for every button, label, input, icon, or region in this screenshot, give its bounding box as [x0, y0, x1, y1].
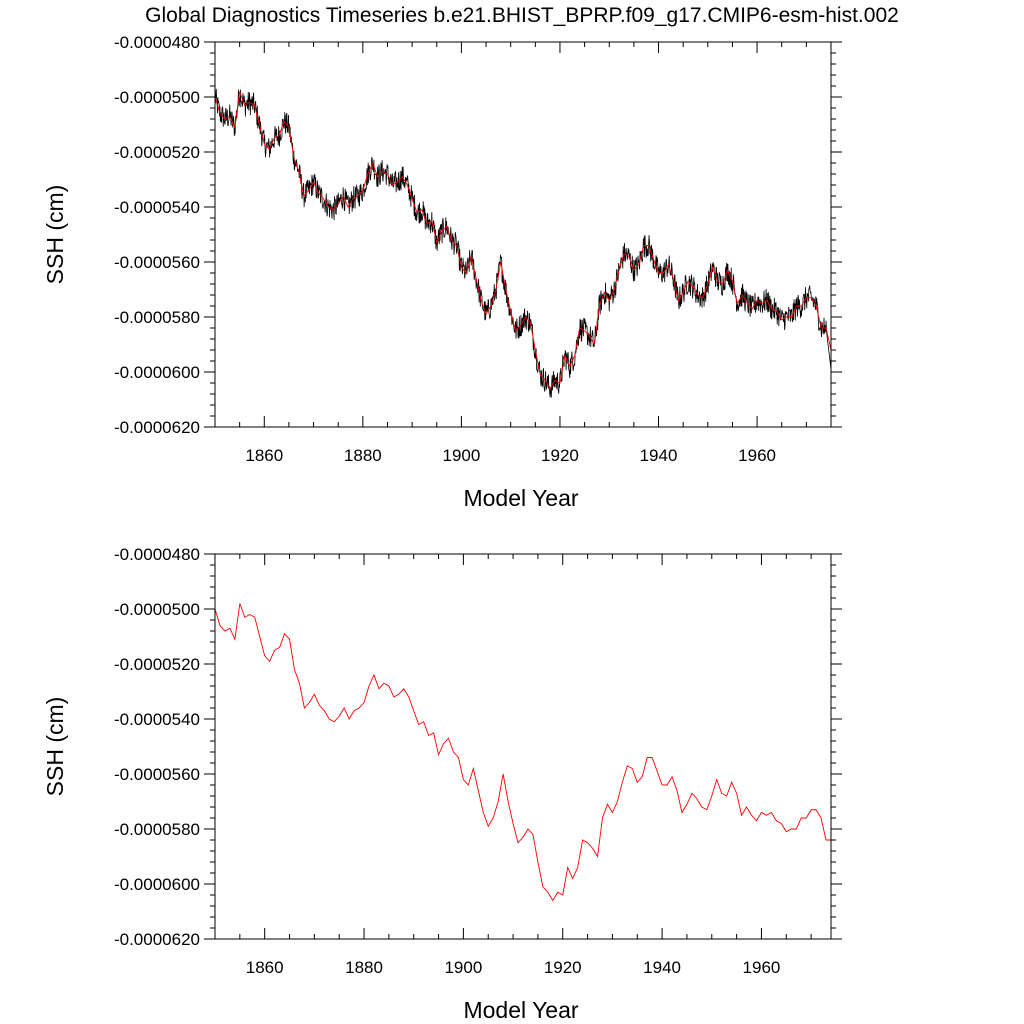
y-axis-title: SSH (cm) — [42, 697, 68, 797]
y-tick-label: -0.0000600 — [114, 875, 200, 894]
y-tick-label: -0.0000580 — [114, 308, 200, 327]
x-tick-label: 1860 — [245, 446, 283, 465]
x-tick-label: 1880 — [344, 446, 382, 465]
x-tick-label: 1940 — [643, 958, 681, 977]
y-tick-label: -0.0000540 — [114, 198, 200, 217]
y-tick-label: -0.0000620 — [114, 418, 200, 437]
x-tick-label: 1940 — [640, 446, 678, 465]
x-tick-label: 1960 — [738, 446, 776, 465]
plot-frame — [214, 41, 832, 428]
x-tick-label: 1900 — [442, 446, 480, 465]
y-tick-label: -0.0000600 — [114, 363, 200, 382]
x-tick-label: 1860 — [246, 958, 284, 977]
y-tick-label: -0.0000480 — [114, 33, 200, 52]
y-tick-label: -0.0000580 — [114, 820, 200, 839]
y-tick-label: -0.0000620 — [114, 930, 200, 949]
annual-series-line — [215, 91, 831, 390]
y-tick-label: -0.0000540 — [114, 710, 200, 729]
plot-frame — [214, 553, 832, 940]
y-tick-label: -0.0000500 — [114, 88, 200, 107]
annual-series-line — [215, 603, 831, 902]
x-tick-label: 1880 — [345, 958, 383, 977]
top-panel: 1860 1880 1900 1920 1940 1960 -0.0000480 -0.000… — [42, 33, 842, 511]
plot-area — [215, 603, 831, 902]
x-tick-label: 1960 — [743, 958, 781, 977]
x-axis-title: Model Year — [463, 997, 578, 1023]
y-tick-label: -0.0000520 — [114, 655, 200, 674]
plot-area — [215, 88, 831, 398]
y-axis-title: SSH (cm) — [42, 185, 68, 285]
y-tick-label: -0.0000520 — [114, 143, 200, 162]
y-tick-label: -0.0000560 — [114, 765, 200, 784]
x-tick-label: 1900 — [444, 958, 482, 977]
y-tick-label: -0.0000560 — [114, 253, 200, 272]
bottom-panel: 1860 1880 1900 1920 1940 1960 -0.0000480 -0.000… — [42, 545, 842, 1023]
chart-title: Global Diagnostics Timeseries b.e21.BHIS… — [145, 4, 899, 27]
y-tick-label: -0.0000500 — [114, 600, 200, 619]
x-tick-label: 1920 — [544, 958, 582, 977]
x-tick-label: 1920 — [541, 446, 579, 465]
y-tick-label: -0.0000480 — [114, 545, 200, 564]
monthly-series-line — [215, 88, 831, 398]
x-axis-title: Model Year — [463, 485, 578, 511]
